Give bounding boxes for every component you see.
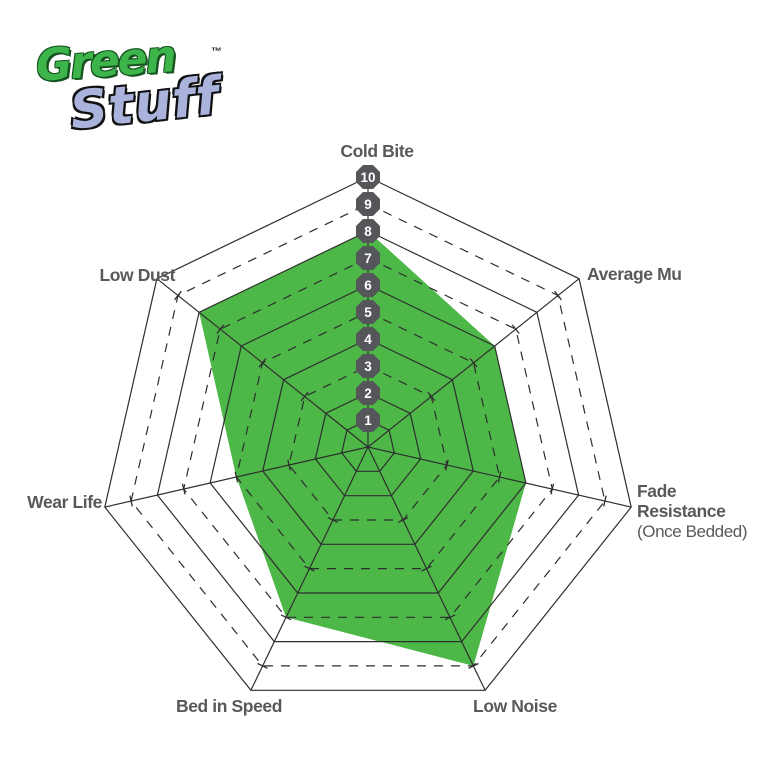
- scale-badge-7: [356, 246, 380, 270]
- ring-tick: [280, 614, 292, 621]
- scale-badge-label-10: 10: [360, 170, 375, 185]
- axis-sublabel-2: (Once Bedded): [637, 522, 747, 541]
- scale-badge-label-9: 9: [364, 197, 372, 212]
- axis-label-1: Average Mu: [587, 264, 682, 284]
- ring-tick: [554, 290, 562, 301]
- ring-tick: [468, 662, 479, 669]
- axis-label-6: Low Dust: [99, 265, 175, 285]
- ring-tick: [327, 517, 339, 523]
- ring-tick: [234, 471, 239, 483]
- scale-badge-label-5: 5: [364, 305, 372, 320]
- ring-tick: [445, 459, 449, 471]
- axis-label-0: Cold Bite: [340, 141, 414, 161]
- ring-tick: [216, 324, 225, 334]
- ring-tick: [174, 290, 182, 301]
- axis-label-4: Bed in Speed: [176, 696, 282, 716]
- ring-tick: [397, 517, 409, 523]
- scale-badge-label-2: 2: [364, 386, 372, 401]
- grid-ring-6: [209, 284, 527, 594]
- scale-badge-label-3: 3: [364, 359, 372, 374]
- ring-tick: [427, 391, 436, 402]
- scale-badge-10: [356, 165, 380, 189]
- ring-tick: [497, 471, 502, 483]
- ring-tick: [258, 358, 267, 368]
- grid-ring-3: [288, 365, 448, 521]
- ring-tick: [257, 662, 268, 669]
- ring-tick: [287, 459, 291, 471]
- ring-tick: [511, 324, 520, 334]
- grid-ring-7: [183, 257, 553, 618]
- scale-badge-3: [356, 354, 380, 378]
- ring-tick: [181, 483, 186, 495]
- logo-trademark: ™: [211, 46, 222, 58]
- ring-tick: [603, 495, 607, 507]
- grid-ring-1: [341, 419, 395, 472]
- ring-tick: [129, 495, 133, 507]
- axis-label-3: Low Noise: [473, 696, 558, 716]
- grid-ring-8: [156, 230, 580, 643]
- ring-tick: [444, 614, 456, 621]
- scale-badge-label-4: 4: [364, 332, 372, 347]
- grid-ring-5: [235, 311, 501, 570]
- scale-badge-8: [356, 219, 380, 243]
- ring-tick: [304, 565, 315, 572]
- grid-ring-10: [104, 176, 632, 691]
- axis-label-5: Wear Life: [27, 492, 103, 512]
- greenstuff-logo: Green Stuff ™: [30, 30, 240, 150]
- grid-ring-9: [130, 203, 606, 667]
- ring-tick: [421, 565, 432, 572]
- scale-badge-2: [356, 381, 380, 405]
- grid-ring-4: [262, 338, 474, 545]
- ring-tick: [300, 391, 309, 402]
- scale-badge-label-1: 1: [364, 413, 372, 428]
- axis-label-2: Fade: [637, 481, 677, 501]
- ring-tick: [469, 358, 478, 368]
- scale-badge-9: [356, 192, 380, 216]
- ring-tick: [550, 483, 555, 495]
- scale-badge-5: [356, 300, 380, 324]
- grid-ring-2: [314, 392, 422, 497]
- scale-badge-6: [356, 273, 380, 297]
- scale-badge-label-7: 7: [364, 251, 372, 266]
- axis-label-2: Resistance: [637, 501, 726, 521]
- scale-badge-1: [356, 408, 380, 432]
- scale-badge-label-6: 6: [364, 278, 372, 293]
- scale-badge-label-8: 8: [364, 224, 372, 239]
- scale-badge-4: [356, 327, 380, 351]
